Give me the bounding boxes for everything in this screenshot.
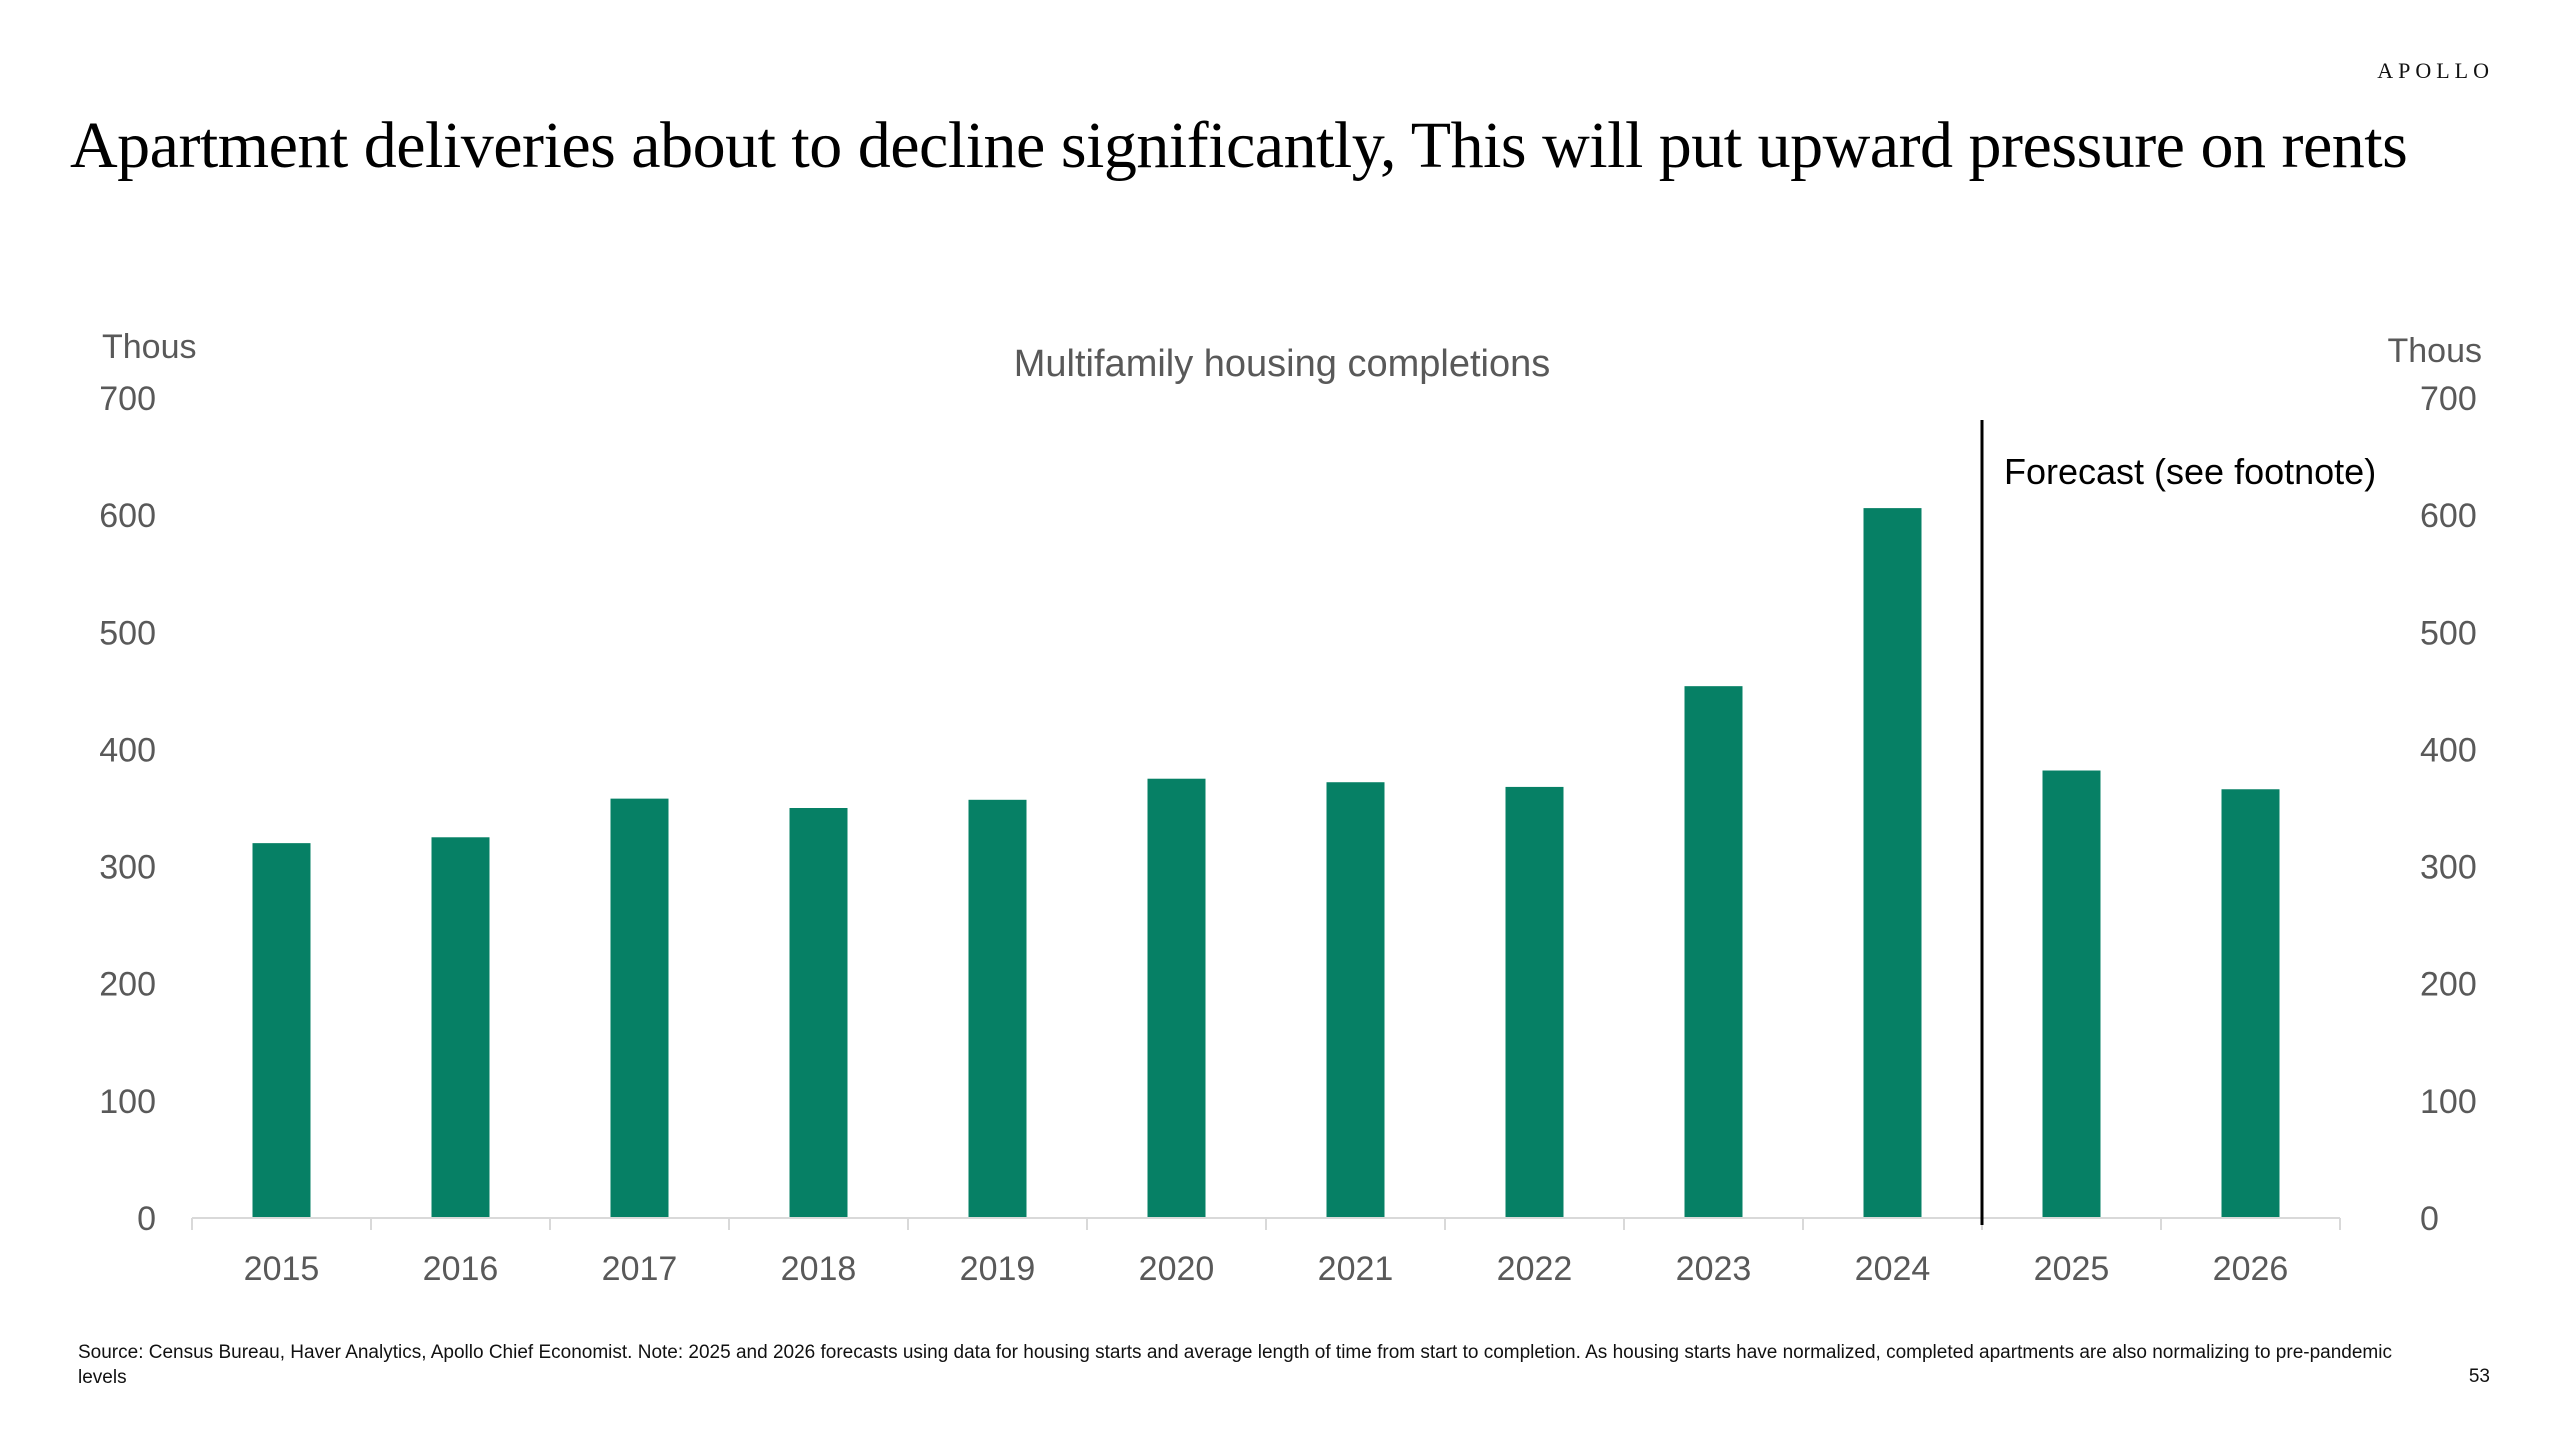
y-tick-label-left: 400: [99, 731, 156, 769]
x-tick-label: 2016: [423, 1250, 499, 1288]
bar-2016: [431, 837, 490, 1218]
bar-2022: [1505, 786, 1564, 1218]
x-tick-label: 2018: [781, 1250, 857, 1288]
y-tick-label-left: 200: [99, 966, 156, 1004]
x-tick-label: 2025: [2034, 1250, 2110, 1288]
y-tick-label-right: 100: [2420, 1083, 2477, 1121]
bar-2025: [2042, 770, 2101, 1218]
x-tick-label: 2015: [244, 1250, 320, 1288]
chart-title: Multifamily housing completions: [1014, 343, 1550, 385]
y-tick-label-left: 100: [99, 1083, 156, 1121]
bar-2015: [252, 843, 311, 1218]
x-tick-label: 2020: [1139, 1250, 1215, 1288]
y-tick-label-right: 300: [2420, 849, 2477, 887]
forecast-label: Forecast (see footnote): [2004, 451, 2376, 492]
page-number: 53: [2468, 1366, 2490, 1387]
y-tick-label-left: 700: [99, 380, 156, 418]
source-footnote: Source: Census Bureau, Haver Analytics, …: [78, 1342, 2392, 1388]
bar-2021: [1326, 782, 1385, 1218]
bar-2018: [789, 808, 848, 1218]
apollo-logo: APOLLO: [2377, 58, 2494, 83]
x-axis: 2015 2016 2017 2018 2019 2020 2021 2022 2023 2024…: [191, 1217, 2341, 1288]
bar-2017: [610, 798, 669, 1218]
page-title: Apartment deliveries about to decline si…: [70, 109, 2408, 182]
bar-2026: [2221, 789, 2280, 1218]
y-axis-unit-left: Thous: [102, 328, 197, 366]
y-tick-label-left: 300: [99, 849, 156, 887]
bar-2020: [1147, 778, 1206, 1218]
x-tick-label: 2026: [2213, 1250, 2289, 1288]
y-axis-left: 0 100 200 300 400 500 600 700: [99, 380, 156, 1238]
y-tick-label-left: 600: [99, 497, 156, 535]
y-tick-label-left: 0: [137, 1200, 156, 1238]
bar-2023: [1684, 686, 1743, 1218]
bar-2019: [968, 799, 1027, 1218]
x-tick-label: 2022: [1497, 1250, 1573, 1288]
y-tick-label-left: 500: [99, 614, 156, 652]
bar-2024: [1863, 508, 1922, 1219]
y-tick-label-right: 400: [2420, 731, 2477, 769]
x-tick-label: 2017: [602, 1250, 678, 1288]
x-tick-label: 2019: [960, 1250, 1036, 1288]
y-tick-label-right: 500: [2420, 614, 2477, 652]
y-tick-label-right: 700: [2420, 380, 2477, 418]
forecast-marker: Forecast (see footnote): [1980, 420, 2376, 1225]
bar-chart: Multifamily housing completions Thous Th…: [99, 328, 2483, 1288]
y-axis-unit-right: Thous: [2388, 332, 2483, 370]
x-tick-label: 2023: [1676, 1250, 1752, 1288]
y-tick-label-right: 200: [2420, 966, 2477, 1004]
x-tick-label: 2024: [1855, 1250, 1931, 1288]
x-tick-label: 2021: [1318, 1250, 1394, 1288]
y-axis-right: 0 100 200 300 400 500 600 700: [2420, 380, 2477, 1238]
bar-series: [252, 508, 2280, 1219]
y-tick-label-right: 0: [2420, 1200, 2439, 1238]
y-tick-label-right: 600: [2420, 497, 2477, 535]
